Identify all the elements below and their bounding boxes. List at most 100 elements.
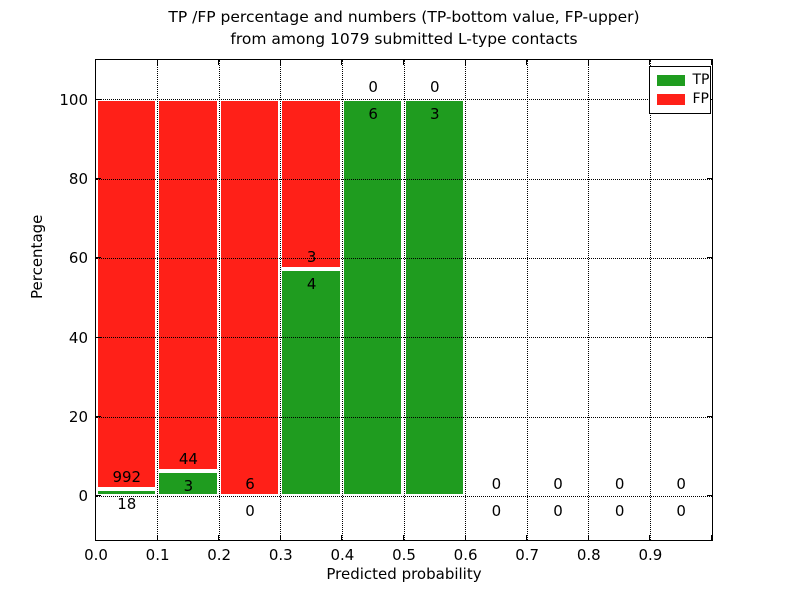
- x-tick-label: 0.9: [638, 546, 663, 564]
- x-tick-bottom: [587, 534, 589, 540]
- y-tick-label: 60: [68, 249, 88, 268]
- horizontal-gridline: [95, 178, 712, 180]
- x-tick-label: 0.8: [576, 546, 601, 564]
- fp-count-label: 0: [676, 475, 686, 494]
- tp-bar-segment: [341, 99, 404, 496]
- x-tick-top: [403, 59, 404, 65]
- x-tick-top: [156, 59, 158, 65]
- y-tick-right: [706, 495, 712, 497]
- vertical-gridline: [465, 59, 467, 540]
- horizontal-gridline: [95, 337, 712, 339]
- fp-bar-segment: [218, 99, 281, 496]
- tp-bar-segment: [280, 269, 342, 496]
- y-tick-left: [95, 98, 101, 100]
- tp-bar-segment: [157, 470, 219, 496]
- x-tick-label: 0.0: [84, 546, 108, 564]
- horizontal-gridline: [95, 257, 712, 259]
- vertical-gridline: [526, 59, 528, 540]
- fp-count-label: 992: [112, 467, 142, 486]
- horizontal-gridline: [95, 99, 712, 101]
- x-tick-label: 0.7: [515, 546, 540, 564]
- y-tick-right: [706, 416, 712, 418]
- y-tick-label: 20: [68, 408, 88, 427]
- tp-count-label: 3: [430, 105, 440, 124]
- y-tick-right: [706, 178, 712, 179]
- x-tick-bottom: [279, 534, 281, 540]
- x-tick-bottom: [218, 534, 220, 540]
- fp-count-label: 0: [491, 475, 502, 494]
- tp-count-label: 3: [183, 476, 194, 495]
- tp-count-label: 0: [245, 502, 255, 521]
- fp-bar-segment: [95, 99, 158, 489]
- vertical-gridline: [649, 59, 651, 540]
- x-tick-top: [464, 59, 466, 65]
- x-tick-bottom: [403, 534, 404, 540]
- x-tick-top: [95, 59, 96, 65]
- fp-count-label: 44: [178, 449, 198, 468]
- tp-count-label: 0: [553, 502, 563, 521]
- horizontal-gridline: [95, 416, 712, 418]
- legend-item-fp: FP: [656, 90, 710, 109]
- x-tick-label: 0.4: [330, 546, 355, 564]
- x-tick-bottom: [711, 534, 712, 540]
- vertical-gridline: [157, 59, 159, 540]
- x-tick-bottom: [464, 534, 466, 540]
- fp-bar-segment: [157, 99, 219, 471]
- fp-count-label: 0: [553, 475, 563, 494]
- chart-title: TP /FP percentage and numbers (TP-bottom…: [95, 7, 713, 50]
- plot-area: TP FP: [94, 58, 713, 541]
- x-tick-top: [711, 59, 712, 65]
- y-tick-left: [95, 416, 101, 418]
- tp-count-label: 0: [614, 502, 625, 521]
- fp-bar-segment: [280, 99, 342, 270]
- fp-count-label: 6: [245, 475, 255, 494]
- x-tick-bottom: [156, 534, 158, 540]
- legend-fp-label: FP: [692, 91, 710, 107]
- y-tick-label: 40: [68, 328, 88, 347]
- x-tick-top: [587, 59, 589, 65]
- x-tick-bottom: [95, 534, 96, 540]
- tp-bar-segment: [403, 99, 466, 496]
- x-axis-label: Predicted probability: [326, 565, 482, 583]
- x-tick-top: [218, 59, 220, 65]
- fp-count-label: 3: [306, 248, 317, 267]
- tp-count-label: 18: [117, 494, 137, 513]
- y-tick-right: [706, 257, 712, 259]
- y-tick-label: 100: [59, 90, 88, 109]
- x-tick-bottom: [341, 534, 343, 540]
- tp-count-label: 6: [368, 105, 378, 124]
- legend-item-tp: TP: [656, 71, 710, 90]
- y-tick-left: [95, 178, 101, 179]
- fp-count-label: 0: [614, 475, 625, 494]
- y-tick-label: 0: [78, 487, 88, 506]
- tp-count-label: 4: [306, 275, 317, 294]
- legend-tp-label: TP: [692, 72, 710, 88]
- x-tick-label: 0.6: [453, 546, 478, 564]
- tp-count-label: 0: [491, 502, 502, 521]
- horizontal-gridline: [95, 495, 712, 497]
- x-tick-label: 0.1: [145, 546, 170, 564]
- x-tick-label: 0.5: [392, 546, 416, 564]
- x-tick-top: [649, 59, 651, 65]
- vertical-gridline: [280, 59, 282, 540]
- vertical-gridline: [403, 59, 405, 540]
- x-tick-top: [279, 59, 281, 65]
- vertical-gridline: [341, 59, 343, 540]
- x-tick-label: 0.3: [268, 546, 293, 564]
- chart-title-line2: from among 1079 submitted L-type contact…: [230, 29, 578, 48]
- x-tick-bottom: [649, 534, 651, 540]
- y-tick-left: [95, 336, 101, 338]
- legend: TP FP: [648, 65, 711, 114]
- y-tick-left: [95, 257, 101, 259]
- fp-count-label: 0: [430, 78, 440, 97]
- tp-swatch-icon: [656, 74, 685, 86]
- x-tick-top: [526, 59, 528, 65]
- vertical-gridline: [588, 59, 590, 540]
- y-tick-label: 80: [68, 170, 88, 188]
- fp-swatch-icon: [656, 93, 685, 105]
- fp-count-label: 0: [368, 78, 378, 97]
- y-tick-right: [706, 336, 712, 338]
- x-tick-bottom: [526, 534, 528, 540]
- y-tick-left: [95, 495, 101, 497]
- tp-count-label: 0: [676, 502, 686, 521]
